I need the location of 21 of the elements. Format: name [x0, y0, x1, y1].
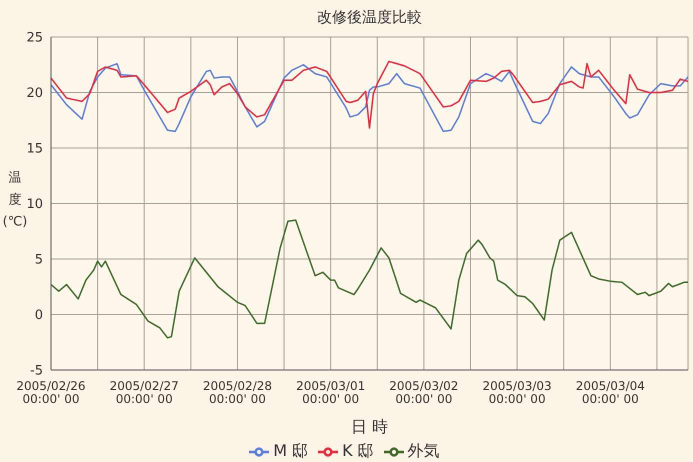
chart-title: 改修後温度比較 — [316, 8, 423, 27]
x-tick-label: 2005/03/02 00:00' 00 — [389, 379, 458, 406]
legend-label: 外気 — [408, 441, 440, 460]
x-axis-title: 日 時 — [350, 417, 388, 436]
legend-label: K 邸 — [342, 441, 374, 460]
y-tick-label: 5 — [34, 252, 43, 268]
x-tick-label: 2005/03/01 00:00' 00 — [296, 379, 366, 406]
y-tick-label: -5 — [30, 364, 43, 379]
legend-label: M 邸 — [273, 441, 308, 460]
line-series — [51, 219, 688, 339]
x-tick-label: 2005/03/03 00:00' 00 — [482, 379, 552, 406]
y-axis-title: 温度(℃) — [2, 170, 28, 230]
x-tick-label: 2005/02/27 00:00' 00 — [110, 379, 179, 406]
x-tick-label: 2005/03/04 00:00' 00 — [576, 379, 645, 406]
y-tick-label: 25 — [26, 30, 43, 46]
y-tick-label: 10 — [26, 197, 43, 212]
x-tick-label: 2005/02/28 00:00' 00 — [202, 379, 272, 406]
y-tick-label: 15 — [26, 142, 43, 157]
y-tick-label: 20 — [26, 86, 43, 102]
x-tick-label: 2005/02/26 00:00' 00 — [16, 379, 86, 406]
y-tick-label: 0 — [34, 308, 43, 324]
